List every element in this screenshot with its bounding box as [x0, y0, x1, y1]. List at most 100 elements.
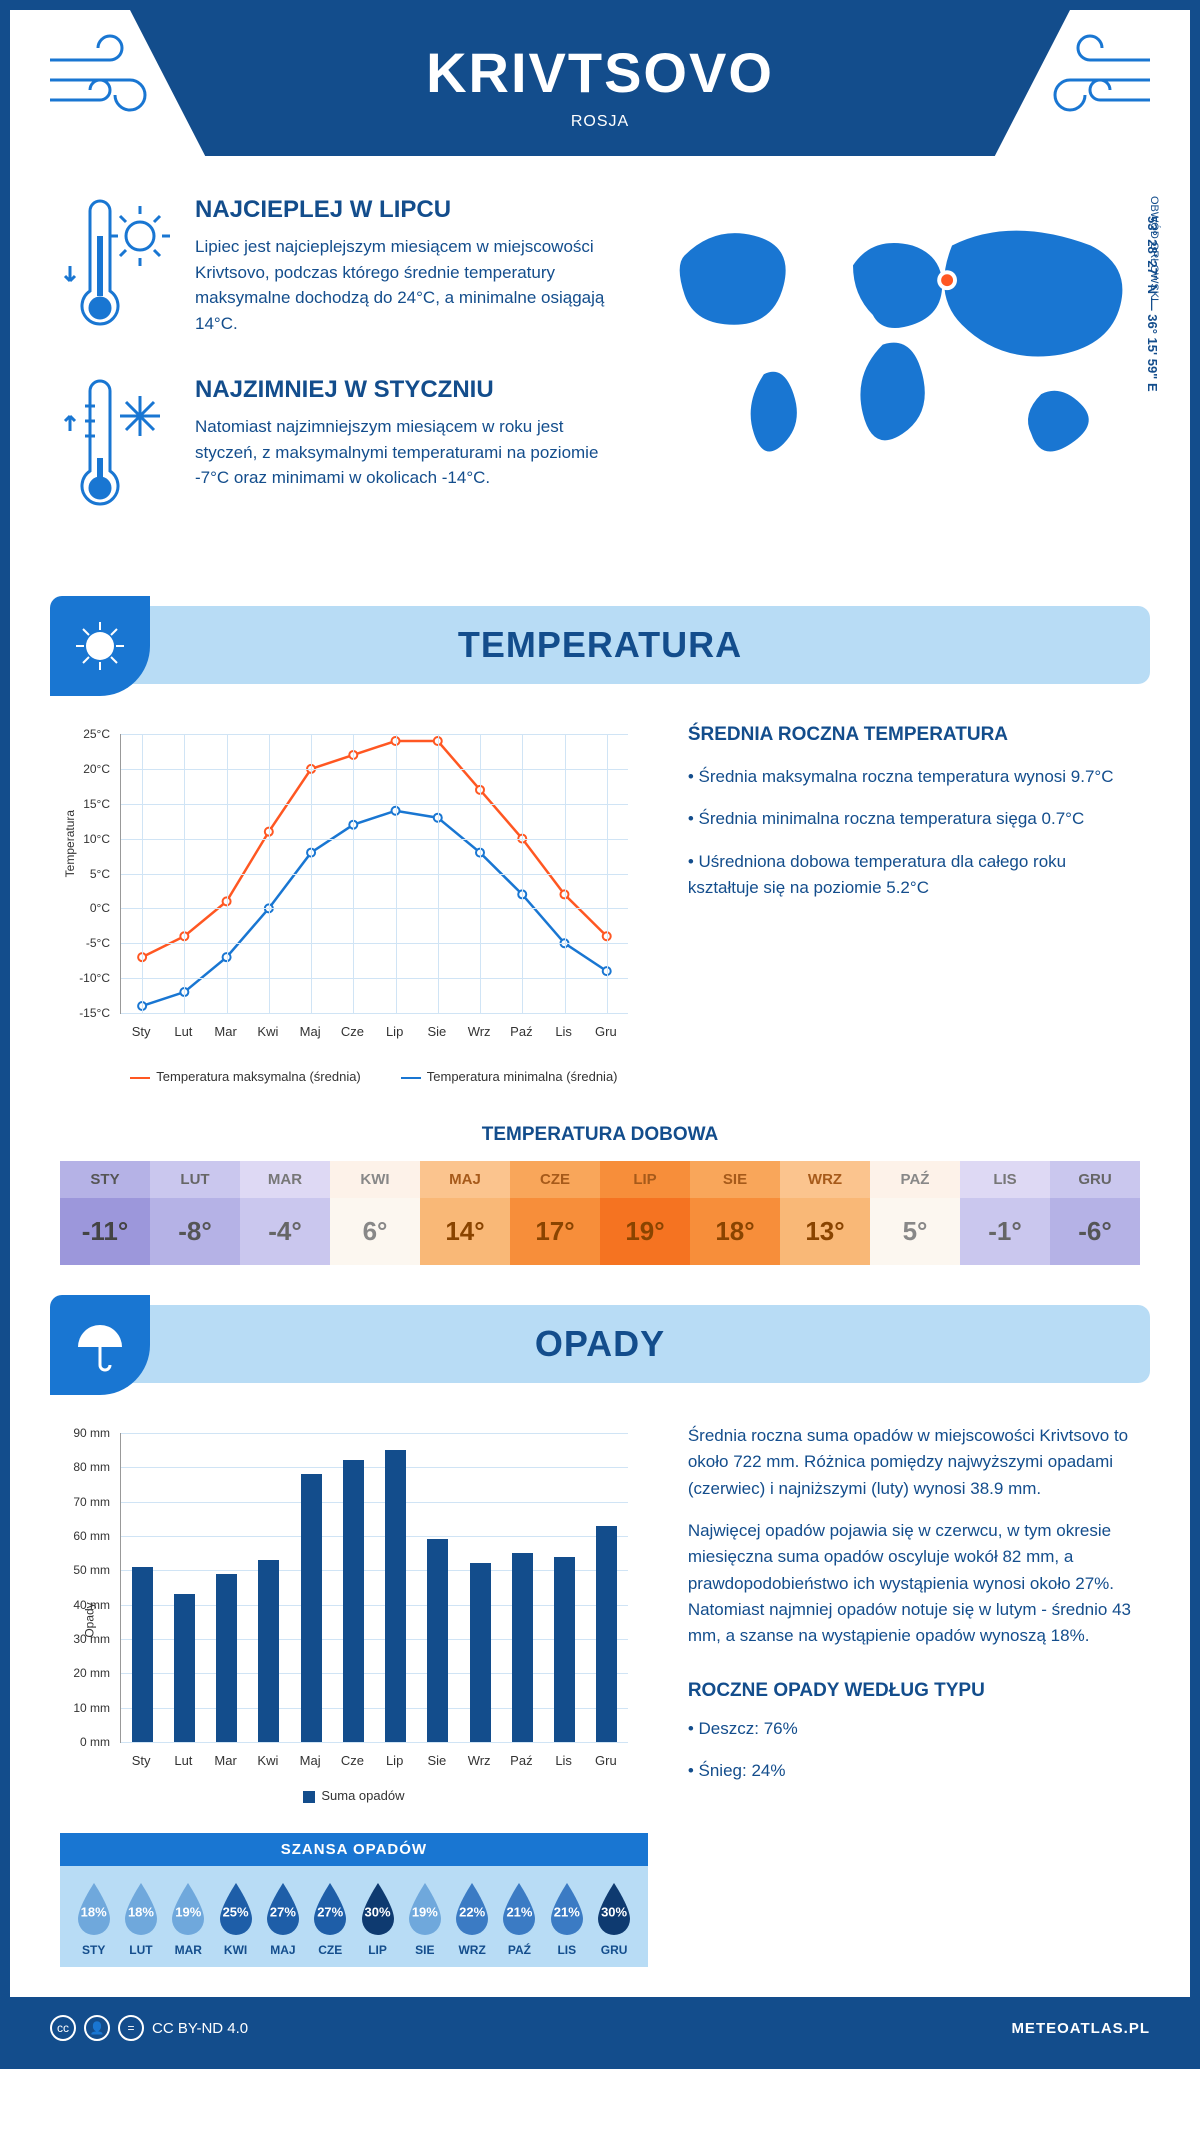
temp-y-tick: 0°C: [60, 901, 110, 915]
daily-temp-month: GRU: [1050, 1161, 1140, 1198]
daily-temp-month: STY: [60, 1161, 150, 1198]
avg-temp-title: ŚREDNIA ROCZNA TEMPERATURA: [688, 724, 1140, 746]
precip-x-tick: Wrz: [468, 1753, 491, 1768]
raindrop-icon: 30%: [592, 1881, 636, 1937]
precip-y-tick: 20 mm: [60, 1666, 110, 1680]
precip-chance-item: 22% WRZ: [449, 1881, 496, 1957]
precip-y-tick: 50 mm: [60, 1563, 110, 1577]
temp-y-tick: -15°C: [60, 1006, 110, 1020]
daily-temp-value: 6°: [330, 1198, 420, 1265]
precip-bar: [385, 1450, 406, 1742]
precip-chance-item: 27% CZE: [307, 1881, 354, 1957]
precip-y-tick: 30 mm: [60, 1632, 110, 1646]
daily-temp-month: LUT: [150, 1161, 240, 1198]
precip-bar: [174, 1594, 195, 1742]
precip-chance-month: LUT: [117, 1943, 164, 1957]
precip-bar: [470, 1563, 491, 1742]
precip-x-tick: Paź: [510, 1753, 532, 1768]
precip-bar: [596, 1526, 617, 1742]
precip-type-item: Śnieg: 24%: [688, 1758, 1140, 1784]
temperature-section-header: TEMPERATURA: [50, 606, 1150, 684]
raindrop-icon: 30%: [356, 1881, 400, 1937]
precip-chance-title: SZANSA OPADÓW: [60, 1833, 648, 1866]
license-text: CC BY-ND 4.0: [152, 2020, 248, 2037]
precip-x-tick: Maj: [300, 1753, 321, 1768]
precip-chance-value: 18%: [81, 1904, 107, 1919]
coldest-title: NAJZIMNIEJ W STYCZNIU: [195, 376, 605, 404]
precip-chance-value: 19%: [412, 1904, 438, 1919]
raindrop-icon: 18%: [119, 1881, 163, 1937]
temp-y-tick: -5°C: [60, 936, 110, 950]
sun-icon: [50, 596, 150, 696]
avg-temp-list: Średnia maksymalna roczna temperatura wy…: [688, 764, 1140, 901]
world-map: [645, 196, 1140, 478]
temp-x-tick: Sie: [427, 1024, 446, 1039]
precip-x-tick: Gru: [595, 1753, 617, 1768]
temp-x-tick: Lis: [555, 1024, 572, 1039]
temp-x-tick: Mar: [214, 1024, 236, 1039]
precip-chance-value: 27%: [317, 1904, 343, 1919]
precip-chance-value: 25%: [223, 1904, 249, 1919]
nd-icon: =: [118, 2015, 144, 2041]
precip-chance-month: MAR: [165, 1943, 212, 1957]
precipitation-title: OPADY: [80, 1323, 1120, 1365]
precip-x-tick: Lip: [386, 1753, 403, 1768]
temp-y-tick: 15°C: [60, 797, 110, 811]
precip-bar: [301, 1474, 322, 1742]
precip-chance-value: 18%: [128, 1904, 154, 1919]
precip-chance-month: KWI: [212, 1943, 259, 1957]
daily-temp-value: -8°: [150, 1198, 240, 1265]
precip-chance-item: 30% GRU: [590, 1881, 637, 1957]
precip-chance-month: MAJ: [259, 1943, 306, 1957]
precip-chance-value: 27%: [270, 1904, 296, 1919]
coldest-text: Natomiast najzimniejszym miesiącem w rok…: [195, 414, 605, 491]
raindrop-icon: 25%: [214, 1881, 258, 1937]
legend-min: Temperatura minimalna (średnia): [401, 1069, 618, 1084]
precip-bar: [343, 1460, 364, 1742]
precipitation-bar-chart: Opady Suma opadów 0 mm10 mm20 mm30 mm40 …: [60, 1423, 648, 1803]
precip-chance-value: 21%: [506, 1904, 532, 1919]
daily-temp-month: SIE: [690, 1161, 780, 1198]
daily-temp-month: CZE: [510, 1161, 600, 1198]
avg-temp-item: Średnia maksymalna roczna temperatura wy…: [688, 764, 1140, 790]
thermometer-hot-icon: [60, 196, 170, 341]
temp-x-tick: Sty: [132, 1024, 151, 1039]
page-footer: cc 👤 = CC BY-ND 4.0 METEOATLAS.PL: [10, 1997, 1190, 2059]
precip-chance-month: STY: [70, 1943, 117, 1957]
precip-x-tick: Cze: [341, 1753, 364, 1768]
temp-y-tick: 10°C: [60, 832, 110, 846]
coordinates: 53° 28' 27" N — 36° 15' 59" E: [1145, 216, 1160, 392]
precip-y-tick: 90 mm: [60, 1426, 110, 1440]
precip-chance-month: PAŹ: [496, 1943, 543, 1957]
avg-temp-item: Uśredniona dobowa temperatura dla całego…: [688, 849, 1140, 902]
precip-bar: [216, 1574, 237, 1742]
precip-chance-item: 21% LIS: [543, 1881, 590, 1957]
temp-x-tick: Cze: [341, 1024, 364, 1039]
hottest-title: NAJCIEPLEJ W LIPCU: [195, 196, 605, 224]
daily-temp-value: 17°: [510, 1198, 600, 1265]
temp-y-tick: 25°C: [60, 727, 110, 741]
precip-chance-item: 18% STY: [70, 1881, 117, 1957]
precip-chance-month: WRZ: [449, 1943, 496, 1957]
precip-bar: [554, 1557, 575, 1742]
raindrop-icon: 21%: [545, 1881, 589, 1937]
precip-bar: [512, 1553, 533, 1742]
precip-chance-item: 25% KWI: [212, 1881, 259, 1957]
temp-y-tick: -10°C: [60, 971, 110, 985]
raindrop-icon: 27%: [308, 1881, 352, 1937]
precip-y-tick: 60 mm: [60, 1529, 110, 1543]
daily-temp-value: -11°: [60, 1198, 150, 1265]
precip-bar: [427, 1539, 448, 1742]
temperature-title: TEMPERATURA: [80, 624, 1120, 666]
raindrop-icon: 19%: [403, 1881, 447, 1937]
daily-temp-month: LIS: [960, 1161, 1050, 1198]
temp-x-tick: Kwi: [257, 1024, 278, 1039]
wind-icon: [40, 30, 160, 120]
temp-x-tick: Wrz: [468, 1024, 491, 1039]
precip-chance-value: 21%: [554, 1904, 580, 1919]
temp-x-tick: Lip: [386, 1024, 403, 1039]
raindrop-icon: 22%: [450, 1881, 494, 1937]
precip-legend: Suma opadów: [60, 1788, 648, 1803]
precip-chance-month: CZE: [307, 1943, 354, 1957]
precip-chance-item: 18% LUT: [117, 1881, 164, 1957]
